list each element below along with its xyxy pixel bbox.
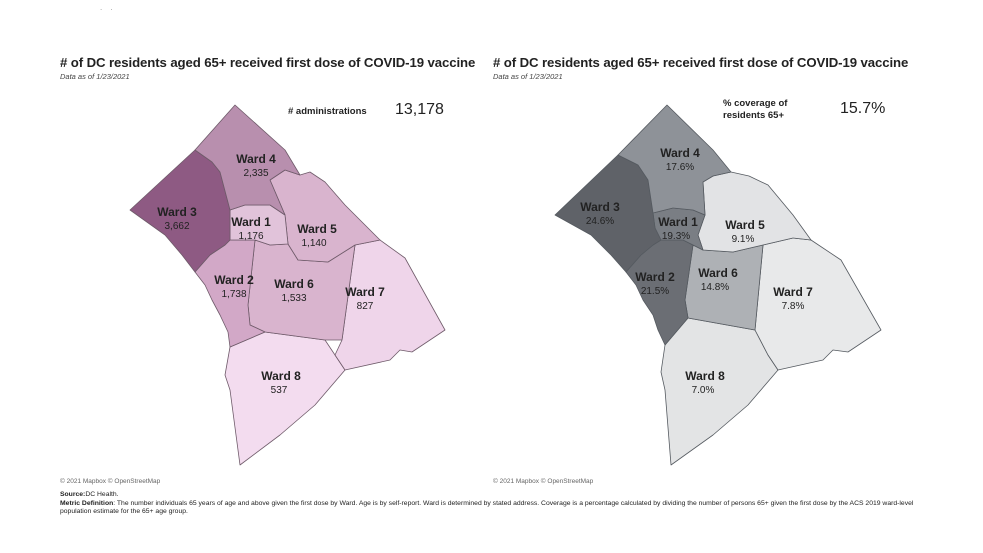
left-metric-label: # administrations [288,106,367,117]
header-marks: . . [100,3,116,12]
right-ward-map: Ward 4 17.6% Ward 3 24.6% Ward 1 19.3% W… [554,104,882,466]
left-ward-1-value: 1,176 [238,231,263,242]
right-subtitle: Data as of 1/23/2021 [493,72,563,81]
right-ward-2-name: Ward 2 [635,270,675,284]
left-ward-8-name: Ward 8 [261,369,301,383]
left-ward-1-name: Ward 1 [231,215,271,229]
left-subtitle: Data as of 1/23/2021 [60,72,130,81]
left-ward-7-name: Ward 7 [345,285,385,299]
right-ward-8-name: Ward 8 [685,369,725,383]
left-ward-4-name: Ward 4 [236,152,276,166]
right-ward-4-name: Ward 4 [660,146,700,160]
right-ward-4-region[interactable] [617,104,732,216]
left-ward-5-name: Ward 5 [297,222,337,236]
footer-notes: Source:DC Health. Metric Definition: The… [60,491,930,517]
left-ward-2-name: Ward 2 [214,273,254,287]
right-ward-3-value: 24.6% [586,216,614,227]
right-ward-1-name: Ward 1 [658,215,698,229]
right-ward-5-name: Ward 5 [725,218,765,232]
left-metric-value: 13,178 [395,101,444,118]
right-metric-value: 15.7% [840,100,886,117]
right-metric-label-line1: % coverage of [723,98,788,109]
right-metric-label: % coverage of residents 65+ [723,98,787,122]
left-ward-7-value: 827 [357,301,374,312]
right-metric-label-line2: residents 65+ [723,110,784,121]
left-title: # of DC residents aged 65+ received firs… [60,55,476,70]
definition-line: Metric Definition: The number individual… [60,500,930,517]
source-label: Source: [60,491,86,498]
right-ward-7-name: Ward 7 [773,285,813,299]
left-ward-labels: Ward 4 2,335 Ward 3 3,662 Ward 1 1,176 W… [157,152,385,396]
right-ward-3-name: Ward 3 [580,200,620,214]
left-map-attribution[interactable]: © 2021 Mapbox © OpenStreetMap [60,478,161,485]
left-ward-6-name: Ward 6 [274,277,314,291]
definition-text: : The number individuals 65 years of age… [60,499,914,516]
right-ward-5-value: 9.1% [732,234,755,245]
right-ward-6-name: Ward 6 [698,266,738,280]
right-ward-4-value: 17.6% [666,162,694,173]
right-ward-8-value: 7.0% [692,385,715,396]
left-ward-5-value: 1,140 [301,238,326,249]
right-ward-1-value: 19.3% [662,231,690,242]
right-ward-7-value: 7.8% [782,301,805,312]
right-ward-7-region[interactable] [754,237,882,371]
left-ward-8-region[interactable] [224,331,346,466]
left-ward-7-region[interactable] [334,239,446,371]
right-ward-6-value: 14.8% [701,282,729,293]
right-map-panel: # of DC residents aged 65+ received firs… [493,0,933,490]
left-map-panel: # of DC residents aged 65+ received firs… [60,0,490,490]
right-ward-2-value: 21.5% [641,286,669,297]
left-ward-4-value: 2,335 [243,168,268,179]
source-line: Source:DC Health. [60,491,930,500]
definition-label: Metric Definition [60,499,114,507]
right-ward-labels: Ward 4 17.6% Ward 3 24.6% Ward 1 19.3% W… [580,146,813,396]
left-ward-6-value: 1,533 [281,293,306,304]
right-title: # of DC residents aged 65+ received firs… [493,55,909,70]
right-map-attribution[interactable]: © 2021 Mapbox © OpenStreetMap [493,478,594,485]
left-ward-8-value: 537 [271,385,288,396]
left-ward-3-value: 3,662 [164,221,189,232]
left-ward-3-name: Ward 3 [157,205,197,219]
left-ward-4-region[interactable] [194,104,301,216]
source-text: DC Health. [85,491,119,498]
left-ward-map: Ward 4 2,335 Ward 3 3,662 Ward 1 1,176 W… [129,104,446,466]
left-ward-2-value: 1,738 [221,289,246,300]
